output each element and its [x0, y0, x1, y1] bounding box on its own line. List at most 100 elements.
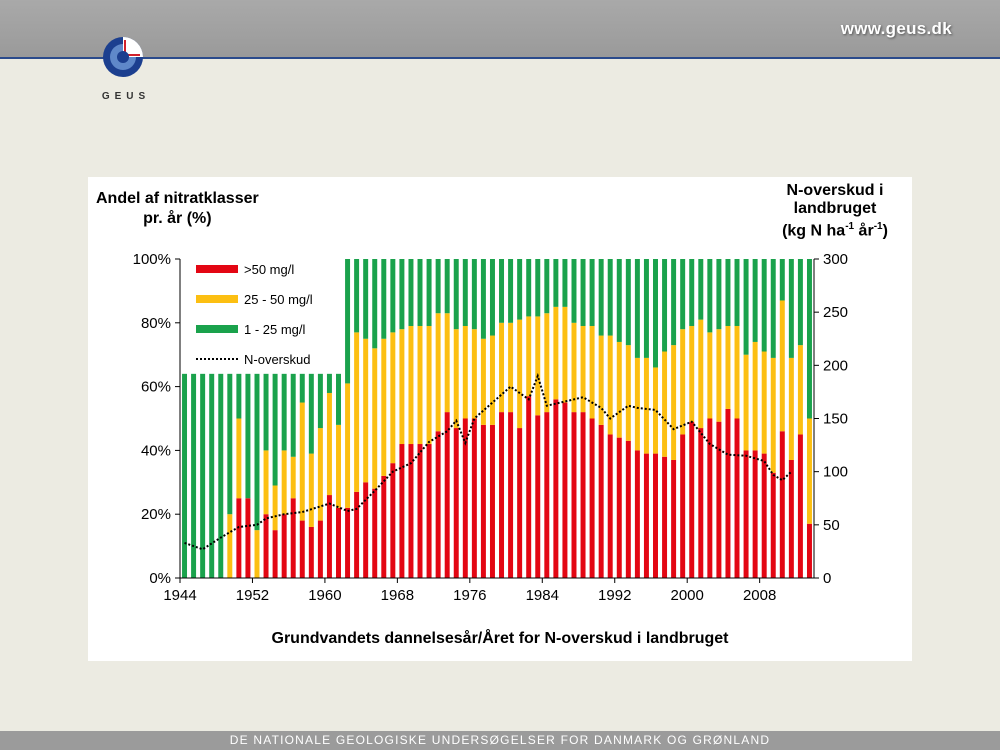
bar-segment [462, 418, 468, 578]
bar-segment [653, 259, 658, 368]
bar-segment [326, 373, 332, 393]
y-tick-label-left: 40% [141, 442, 171, 459]
bar-segment [698, 319, 704, 429]
logo-text: GEUS [101, 91, 151, 102]
bar-segment [191, 373, 197, 578]
geus-logo[interactable]: GEUS [96, 36, 156, 106]
x-tick-label: 1960 [308, 587, 341, 604]
bar-segment [381, 338, 387, 476]
bar-segment [770, 357, 776, 473]
bar-segment [643, 259, 649, 358]
bar-segment [526, 396, 532, 578]
bar-segment [209, 373, 215, 578]
bar-segment [363, 482, 369, 578]
bar-segment [779, 431, 785, 578]
bar-segment [354, 259, 360, 333]
bar-segment [408, 259, 414, 326]
y-tick-label-right: 150 [823, 411, 848, 428]
y-tick-label-left: 60% [141, 379, 171, 396]
bar-segment [725, 259, 731, 326]
bar-segment [182, 373, 188, 578]
bar-segment [272, 530, 278, 578]
bar-segment [499, 412, 505, 578]
bar-segment [797, 434, 803, 578]
y-tick-label-right: 50 [823, 517, 840, 534]
bar-segment [716, 259, 722, 330]
bar-segment [580, 259, 586, 326]
x-tick-label: 1984 [526, 587, 559, 604]
bar-segment [571, 322, 577, 413]
bar-segment [408, 325, 414, 445]
bar-segment [589, 418, 595, 578]
bar-segment [625, 259, 631, 346]
y-axis-left-title-line2: pr. år (%) [143, 210, 212, 227]
y-tick-label-right: 300 [823, 251, 848, 268]
bar-segment [689, 421, 695, 578]
bar-segment [435, 431, 441, 578]
bar-segment [770, 472, 776, 578]
bar-segment [263, 373, 269, 451]
bar-segment [444, 412, 450, 578]
bar-segment [290, 373, 296, 457]
bar-segment [272, 373, 278, 486]
bar-segment [390, 332, 396, 464]
bar-segment [426, 325, 432, 445]
chart-panel: 0% 20% 40% 60% 80% 100% 0 50 100 150 200 250 300 1944… [88, 177, 912, 661]
bar-segment [634, 259, 640, 358]
bar-segment [381, 475, 387, 578]
bar-segment [508, 259, 514, 323]
bar-segment [254, 373, 260, 531]
bar-segment [788, 459, 794, 578]
bar-segment [544, 313, 550, 413]
bar-segment [254, 530, 260, 578]
bar-segment [806, 523, 812, 578]
bar-segment [544, 259, 550, 314]
bar-segment [625, 345, 631, 441]
bar-segment [616, 437, 622, 578]
bar-segment [245, 498, 251, 578]
bar-segment [480, 259, 486, 339]
bar-segment [417, 325, 423, 445]
bar-segment [417, 444, 423, 578]
bar-segment [761, 259, 767, 352]
bar-segment [806, 418, 812, 524]
bar-segment [797, 259, 803, 346]
bar-segment [562, 402, 568, 578]
y-tick-label-right: 0 [823, 570, 831, 587]
bar-segment [308, 453, 314, 527]
legend-swatch [196, 295, 238, 303]
bar-segment [653, 367, 658, 454]
bar-segment [671, 259, 677, 346]
x-tick-label: 2008 [743, 587, 776, 604]
y-axis-left-title: Andel af nitratklasser pr. år (%) [96, 189, 259, 229]
site-url[interactable]: www.geus.dk [840, 19, 952, 38]
legend-label: N-overskud [244, 352, 310, 367]
bar-segment [299, 373, 305, 403]
bar-segment [607, 335, 613, 435]
bar-segment [526, 316, 532, 397]
bar-segment [517, 428, 523, 578]
bar-segment [589, 325, 595, 419]
y-tick-label-right: 200 [823, 357, 848, 374]
y-tick-label-left: 100% [133, 251, 171, 268]
bar-segment [544, 412, 550, 578]
x-axis-title: Grundvandets dannelsesår/Året for N-over… [271, 630, 729, 647]
y-axis-right-title-line1: N-overskud i [786, 182, 884, 199]
bar-segment [508, 322, 514, 413]
x-tick-label: 1968 [381, 587, 414, 604]
bar-segment [372, 348, 378, 489]
bar-segment [607, 434, 613, 578]
bottom-bar: DE NATIONALE GEOLOGISKE UNDERSØGELSER FO… [0, 731, 1000, 750]
bar-segment [535, 415, 541, 578]
x-tick-label: 1952 [236, 587, 269, 604]
bar-segment [471, 329, 477, 419]
bar-segment [761, 453, 767, 578]
bar-segment [390, 463, 396, 578]
bar-segment [453, 259, 459, 330]
y-tick-label-right: 250 [823, 304, 848, 321]
bar-segment [363, 259, 369, 339]
y-axis-right-unit: (kg N ha-1 år-1) [782, 221, 888, 240]
bar-segment [743, 259, 749, 355]
bar-segment [336, 424, 341, 508]
bar-segment [616, 259, 622, 342]
